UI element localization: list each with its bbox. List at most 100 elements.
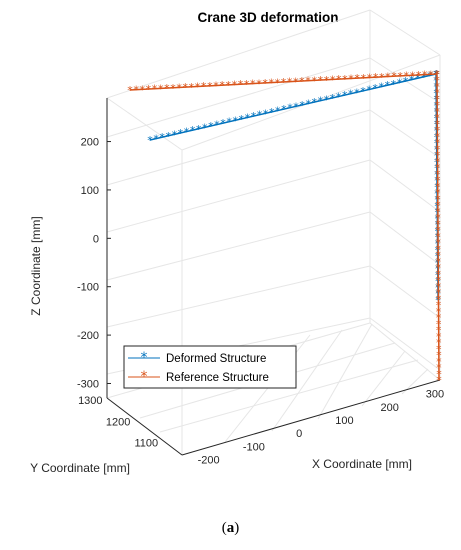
series-marker: * xyxy=(435,162,441,175)
series-group: * * * * * * * * * * * * * * * * * * * * * * * * * * * * * * * * * * * * * * * *… xyxy=(127,68,442,387)
z-tick-label: 100 xyxy=(81,185,99,197)
x-ticks: -200 -100 0 100 200 300 xyxy=(198,389,445,467)
series-marker: * xyxy=(435,218,441,231)
series-marker: * xyxy=(436,274,442,287)
series-marker: * xyxy=(232,79,238,92)
series-marker: * xyxy=(428,68,434,81)
series-marker: * xyxy=(330,73,336,86)
series-marker: * xyxy=(219,79,225,92)
series-marker: * xyxy=(436,368,442,381)
series-marker: * xyxy=(147,134,153,147)
series-marker: * xyxy=(342,89,348,102)
series-marker: * xyxy=(190,124,196,137)
series-marker: * xyxy=(404,70,410,83)
series-marker: * xyxy=(208,120,214,133)
z-tick-label: -100 xyxy=(77,282,99,294)
series-marker: * xyxy=(214,119,220,132)
x-tick-label: -200 xyxy=(198,454,220,466)
series-marker: * xyxy=(238,78,244,91)
series-marker: * xyxy=(176,81,182,94)
series-marker: * xyxy=(268,77,274,90)
series-marker: * xyxy=(336,73,342,86)
series-marker: * xyxy=(318,95,324,108)
series-marker: * xyxy=(434,105,440,118)
series-marker: * xyxy=(305,97,311,110)
z-axis-label: Z Coordinate [mm] xyxy=(29,216,43,315)
series-marker: * xyxy=(435,180,441,193)
series-marker: * xyxy=(127,84,133,97)
z-tick-label: 200 xyxy=(81,137,99,149)
series-marker: * xyxy=(312,96,318,109)
series-marker: * xyxy=(434,99,440,112)
series-marker: * xyxy=(330,92,336,105)
series-marker: * xyxy=(195,80,201,93)
z-tick-label: -200 xyxy=(77,330,99,342)
series-marker: * xyxy=(133,84,139,97)
series-marker: * xyxy=(220,117,226,130)
series-marker: * xyxy=(354,72,360,85)
grid-line xyxy=(271,329,343,432)
legend-box xyxy=(123,345,297,389)
series-marker: * xyxy=(435,243,441,256)
series-marker: * xyxy=(435,193,441,206)
series-marker: * xyxy=(436,293,442,306)
series-marker: * xyxy=(436,268,442,281)
series-marker: * xyxy=(202,121,208,134)
legend: * Deformed Structure * Reference Structu… xyxy=(123,345,297,389)
series-marker: * xyxy=(293,100,299,113)
series-line-1 xyxy=(129,73,440,381)
series-marker: * xyxy=(170,82,176,95)
series-marker: * xyxy=(436,299,442,312)
x-tick-label: 100 xyxy=(335,415,353,427)
legend-marker-deformed: * xyxy=(141,350,148,366)
figure-caption: (a) xyxy=(0,520,461,537)
series-marker: * xyxy=(158,82,164,95)
series-marker: * xyxy=(305,75,311,88)
chart-title: Crane 3D deformation xyxy=(197,10,338,25)
series-marker: * xyxy=(422,69,428,82)
series-marker: * xyxy=(435,149,441,162)
x-axis-label: X Coordinate [mm] xyxy=(312,457,412,471)
series-marker: * xyxy=(436,324,442,337)
y-axis-line xyxy=(106,397,183,456)
series-marker: * xyxy=(372,82,378,95)
series-marker: * xyxy=(287,102,293,115)
grid-line xyxy=(106,265,371,328)
series-marker: * xyxy=(324,74,330,87)
series-marker: * xyxy=(427,69,433,82)
series-marker: * xyxy=(385,79,391,92)
series-marker: * xyxy=(435,224,441,237)
series-marker: * xyxy=(436,312,442,325)
series-marker: * xyxy=(410,69,416,82)
series-marker: * xyxy=(287,76,293,89)
series-marker: * xyxy=(436,318,442,331)
series-marker: * xyxy=(434,68,440,81)
series-marker: * xyxy=(436,362,442,375)
series-marker: * xyxy=(257,109,263,122)
series-marker: * xyxy=(256,77,262,90)
grid-line xyxy=(369,317,441,371)
series-marker: * xyxy=(397,70,403,83)
series-marker: * xyxy=(435,199,441,212)
series-marker: * xyxy=(434,74,440,87)
series-marker: * xyxy=(436,349,442,362)
x-tick-label: 300 xyxy=(426,389,444,401)
series-marker: * xyxy=(342,73,348,86)
series-marker: * xyxy=(435,187,441,200)
series-marker: * xyxy=(281,103,287,116)
series-marker: * xyxy=(436,262,442,275)
series-marker: * xyxy=(196,123,202,136)
grid-line xyxy=(317,323,373,420)
series-marker: * xyxy=(436,280,442,293)
series-marker: * xyxy=(379,71,385,84)
series-marker: * xyxy=(299,75,305,88)
x-tick-label: -100 xyxy=(243,441,265,453)
series-marker: * xyxy=(348,72,354,85)
series-marker: * xyxy=(178,127,184,140)
series-marker: * xyxy=(164,82,170,95)
y-tick-label: 1100 xyxy=(134,437,158,449)
series-marker: * xyxy=(436,305,442,318)
series-marker: * xyxy=(367,72,373,85)
series-marker: * xyxy=(226,116,232,129)
series-marker: * xyxy=(385,71,391,84)
